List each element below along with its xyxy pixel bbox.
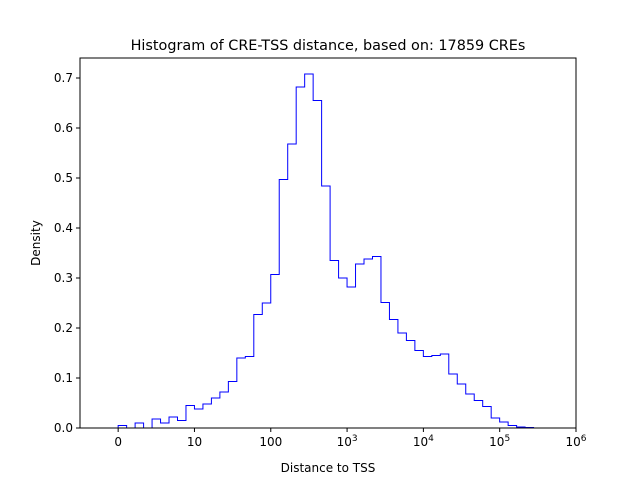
x-tick-label: 0 (114, 435, 122, 449)
y-tick-label: 0.5 (54, 171, 73, 185)
plot-frame (79, 57, 577, 429)
x-tick-label: 10 (187, 435, 202, 449)
y-tick-label: 0.4 (54, 221, 73, 235)
y-axis-title: Density (29, 220, 43, 266)
x-tick-label: 105 (489, 434, 510, 449)
histogram-outline (117, 73, 543, 429)
y-tick-label: 0.2 (54, 321, 73, 335)
x-tick-label: 103 (337, 434, 358, 449)
y-tick-label: 0.0 (54, 421, 73, 435)
y-tick-label: 0.3 (54, 271, 73, 285)
plot-background (80, 58, 576, 428)
x-tick-label: 104 (413, 434, 434, 449)
y-tick-label: 0.7 (54, 71, 73, 85)
chart-title: Histogram of CRE-TSS distance, based on:… (131, 38, 526, 54)
y-tick-label: 0.6 (54, 121, 73, 135)
x-axis-title: Distance to TSS (281, 461, 376, 475)
axis-ticks: 0 10 100 103 104 105 106 0.0 0.1 0.2 0.3 0.4 0.5 0.6 0… (54, 71, 587, 449)
x-tick-label: 106 (565, 434, 586, 449)
y-tick-label: 0.1 (54, 371, 73, 385)
x-tick-label: 100 (259, 435, 282, 449)
